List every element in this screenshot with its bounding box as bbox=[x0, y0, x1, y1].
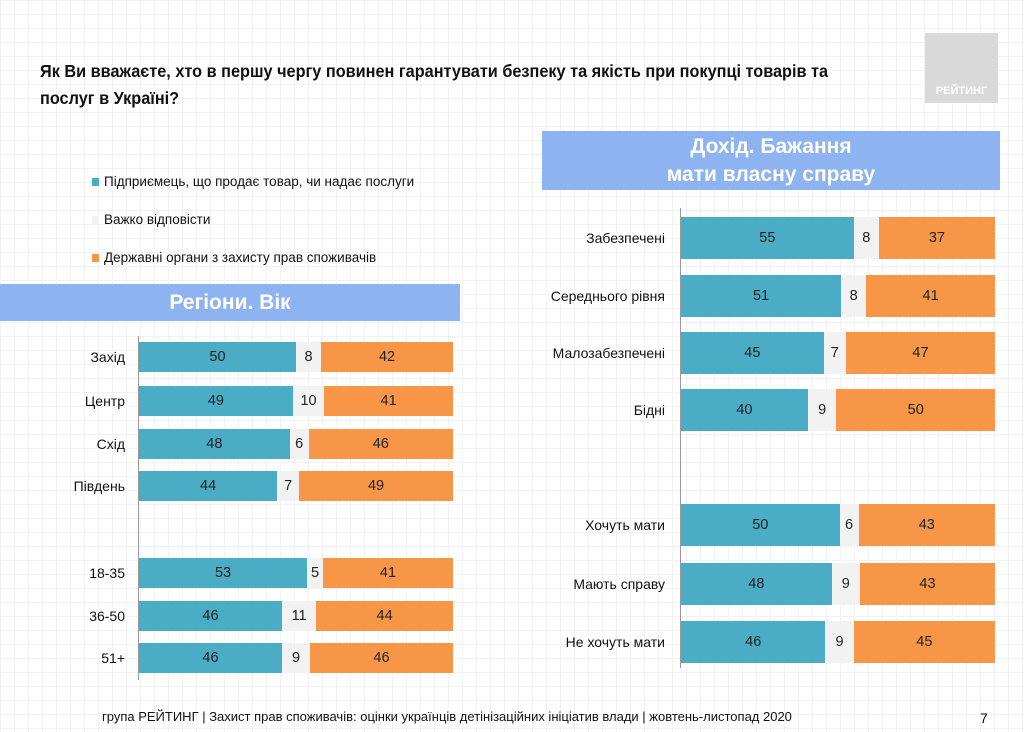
bar-segment-state: 41 bbox=[324, 386, 453, 416]
logo-text: РЕЙТИНГ bbox=[935, 85, 988, 97]
bar-segment-hard-to-say: 7 bbox=[823, 332, 846, 374]
bar-segment-state: 43 bbox=[858, 504, 995, 546]
bar-segment-state: 42 bbox=[321, 342, 453, 372]
category-label: Середнього рівня bbox=[550, 288, 665, 304]
category-label: Захід bbox=[90, 349, 125, 365]
category-axis bbox=[680, 208, 681, 668]
category-label: Мають справу bbox=[573, 576, 665, 592]
bar-segment-hard-to-say: 6 bbox=[289, 429, 309, 459]
bar-segment-state: 46 bbox=[308, 429, 453, 459]
legend-label: Важко відповісти bbox=[104, 212, 211, 227]
legend-label: Державні органи з захисту прав споживачі… bbox=[104, 250, 377, 265]
bar-segment-state: 50 bbox=[836, 389, 995, 431]
bar-segment-state: 46 bbox=[309, 643, 453, 673]
bar-segment-business: 49 bbox=[139, 386, 293, 416]
bar-segment-state: 41 bbox=[866, 275, 995, 317]
category-label: Забезпечені bbox=[586, 230, 665, 246]
bar-segment-hard-to-say: 9 bbox=[807, 389, 837, 431]
bar-segment-hard-to-say: 7 bbox=[277, 471, 300, 501]
bar-segment-business: 51 bbox=[681, 275, 842, 317]
bar-segment-state: 47 bbox=[845, 332, 995, 374]
bar-segment-hard-to-say: 9 bbox=[831, 563, 860, 605]
category-label: Схід bbox=[96, 436, 125, 452]
bar-segment-business: 48 bbox=[139, 429, 290, 459]
bar-segment-state: 44 bbox=[316, 601, 453, 631]
legend-label: Підприємець, що продає товар, чи надає п… bbox=[104, 174, 415, 189]
bar-segment-business: 46 bbox=[139, 643, 282, 673]
bar-segment-business: 50 bbox=[139, 342, 296, 372]
legend-swatch bbox=[92, 177, 99, 186]
category-axis bbox=[138, 336, 139, 680]
bar-segment-business: 50 bbox=[681, 504, 840, 546]
rating-logo: РЕЙТИНГ bbox=[925, 33, 998, 103]
header-line: Дохід. Бажання bbox=[690, 135, 852, 158]
legend-item-hard-to-say: Важко відповісти bbox=[92, 212, 210, 227]
header-line: мати власну справу bbox=[666, 163, 876, 186]
category-label: Хочуть мати bbox=[585, 517, 665, 533]
footer-text: група РЕЙТИНГ | Захист прав споживачів: … bbox=[102, 709, 792, 724]
bar-segment-business: 45 bbox=[681, 332, 824, 374]
slide-title: Як Ви вважаєте, хто в першу чергу повине… bbox=[40, 61, 829, 108]
bar-segment-hard-to-say: 9 bbox=[825, 621, 854, 663]
bar-segment-state: 49 bbox=[299, 471, 453, 501]
bar-segment-business: 40 bbox=[681, 389, 808, 431]
bar-segment-hard-to-say: 11 bbox=[282, 601, 317, 631]
category-label: 36-50 bbox=[89, 608, 125, 624]
category-label: 51+ bbox=[101, 650, 125, 666]
legend-item-business: Підприємець, що продає товар, чи надає п… bbox=[92, 174, 414, 189]
bar-segment-business: 46 bbox=[681, 621, 826, 663]
regions-age-header: Регіони. Вік bbox=[0, 284, 460, 321]
category-label: Центр bbox=[84, 393, 125, 409]
bar-segment-business: 55 bbox=[681, 217, 854, 259]
bar-segment-state: 37 bbox=[878, 217, 995, 259]
bar-segment-hard-to-say: 8 bbox=[853, 217, 879, 259]
bar-segment-state: 43 bbox=[859, 563, 995, 605]
bar-segment-state: 41 bbox=[322, 558, 453, 588]
legend-item-state: Державні органи з захисту прав споживачі… bbox=[92, 250, 376, 265]
legend-swatch bbox=[92, 215, 99, 224]
bar-segment-business: 48 bbox=[681, 563, 832, 605]
bar-segment-business: 46 bbox=[139, 601, 282, 631]
bar-segment-hard-to-say: 5 bbox=[307, 558, 323, 588]
income-business-header: Дохід. Бажання мати власну справу bbox=[542, 131, 1000, 190]
bar-segment-hard-to-say: 8 bbox=[841, 275, 867, 317]
bar-segment-business: 53 bbox=[139, 558, 308, 588]
category-label: Не хочуть мати bbox=[565, 634, 665, 650]
legend-swatch bbox=[92, 253, 99, 262]
bar-segment-hard-to-say: 9 bbox=[282, 643, 310, 673]
category-label: Малозабезпечені bbox=[552, 345, 665, 361]
bar-segment-state: 45 bbox=[853, 621, 995, 663]
bar-segment-business: 44 bbox=[139, 471, 278, 501]
page-number: 7 bbox=[980, 710, 988, 726]
bar-segment-hard-to-say: 8 bbox=[296, 342, 322, 372]
bar-segment-hard-to-say: 6 bbox=[839, 504, 859, 546]
category-label: Бідні bbox=[633, 402, 665, 418]
category-label: Південь bbox=[73, 478, 125, 494]
category-label: 18-35 bbox=[89, 565, 125, 581]
bar-segment-hard-to-say: 10 bbox=[292, 386, 325, 416]
